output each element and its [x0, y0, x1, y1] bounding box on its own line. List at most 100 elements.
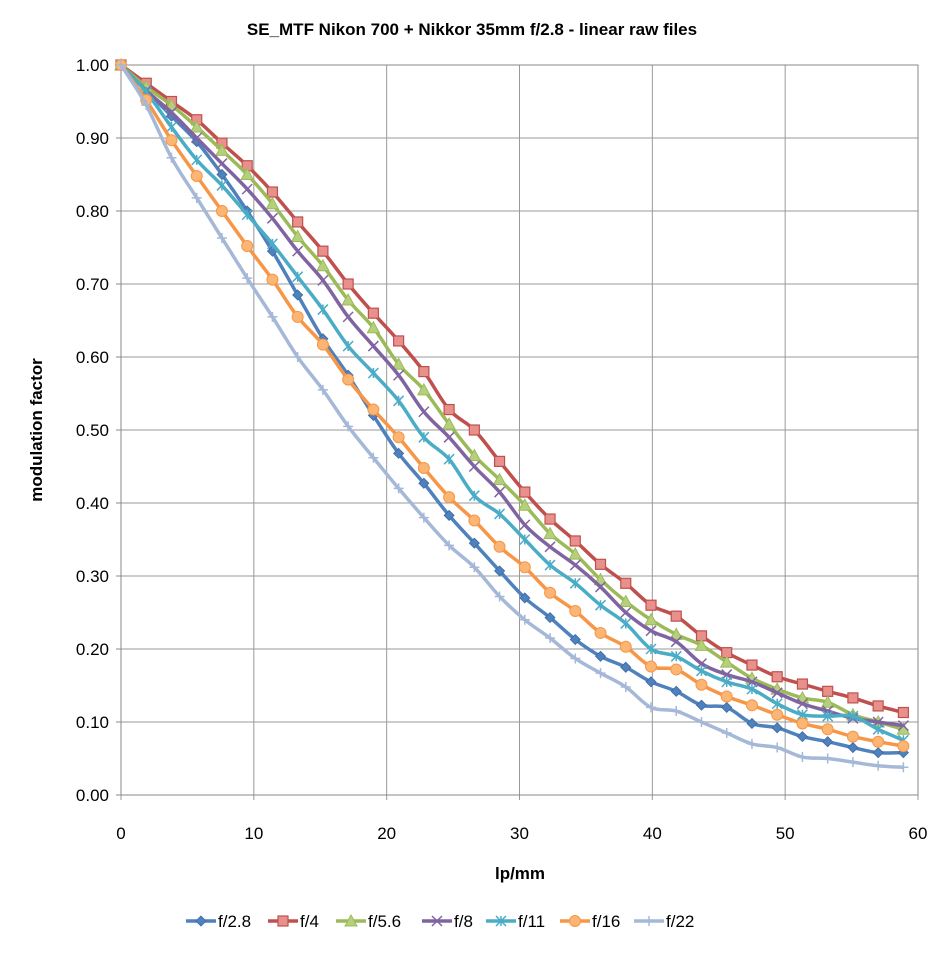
legend-item: f/8 — [422, 912, 473, 931]
legend-label: f/2.8 — [218, 912, 251, 931]
data-point — [594, 581, 607, 593]
data-point — [165, 134, 178, 147]
y-tick-label: 0.40 — [76, 494, 109, 513]
data-point — [342, 340, 354, 352]
data-point — [469, 562, 480, 573]
data-point — [569, 605, 582, 618]
series-line — [119, 63, 904, 755]
data-point — [317, 245, 329, 257]
data-point — [872, 723, 884, 735]
data-point — [266, 273, 279, 286]
data-point — [443, 403, 455, 416]
data-point — [494, 508, 506, 520]
data-point — [847, 757, 858, 768]
x-tick-label: 30 — [510, 824, 529, 843]
x-tick-label: 60 — [909, 824, 928, 843]
legend-label: f/22 — [666, 912, 694, 931]
data-point — [189, 120, 204, 133]
legend-marker — [495, 915, 507, 927]
data-point — [644, 612, 658, 626]
data-point — [316, 258, 330, 272]
data-point — [443, 431, 455, 443]
data-point — [240, 167, 255, 180]
data-point — [519, 614, 530, 625]
data-point — [265, 196, 280, 210]
data-point — [494, 565, 506, 577]
data-point — [417, 382, 431, 396]
data-point — [342, 311, 354, 323]
data-point — [165, 106, 178, 118]
legend-marker — [277, 915, 289, 927]
data-point — [493, 540, 506, 553]
data-point — [620, 681, 631, 692]
legend-item: f/22 — [634, 912, 694, 931]
data-point — [190, 169, 203, 182]
data-point — [872, 747, 884, 759]
data-point — [367, 340, 379, 352]
data-point — [342, 373, 355, 386]
y-tick-label: 0.90 — [76, 129, 109, 148]
data-point — [468, 460, 480, 473]
data-point — [467, 448, 482, 462]
data-point — [468, 537, 480, 549]
data-point — [822, 753, 833, 764]
data-point — [594, 599, 607, 611]
data-point — [619, 640, 632, 653]
series-f-16 — [115, 59, 910, 753]
data-point — [367, 307, 379, 319]
data-point — [417, 461, 430, 474]
data-point — [645, 660, 658, 673]
y-tick-label: 0.20 — [76, 640, 109, 659]
data-point — [292, 216, 304, 228]
data-point — [544, 612, 556, 624]
data-point — [620, 661, 632, 673]
data-point — [241, 209, 253, 221]
data-point — [569, 577, 581, 589]
data-point — [216, 233, 227, 244]
x-tick-label: 0 — [116, 824, 125, 843]
x-axis-label: lp/mm — [495, 864, 545, 883]
data-point — [519, 519, 531, 531]
data-point — [669, 627, 684, 640]
data-point — [594, 558, 607, 570]
legend-marker — [431, 915, 443, 927]
data-point — [646, 702, 657, 713]
data-point — [191, 132, 203, 144]
series-f-11 — [115, 59, 909, 746]
series-f-5-6 — [114, 57, 911, 735]
series-group — [114, 57, 911, 773]
data-point — [695, 678, 708, 691]
data-point — [847, 710, 859, 722]
data-point — [771, 671, 783, 683]
chart-title: SE_MTF Nikon 700 + Nikkor 35mm f/2.8 - l… — [247, 20, 697, 39]
data-point — [771, 708, 784, 721]
data-point — [872, 735, 885, 748]
x-tick-label: 50 — [776, 824, 795, 843]
series-line — [119, 63, 904, 731]
data-point — [822, 710, 834, 722]
data-point — [721, 676, 733, 688]
y-tick-label: 0.70 — [76, 275, 109, 294]
y-tick-label: 0.60 — [76, 348, 109, 367]
data-point — [570, 653, 581, 664]
y-tick-label: 0.00 — [76, 786, 109, 805]
data-point — [569, 559, 581, 571]
data-point — [670, 663, 683, 676]
data-point — [492, 472, 507, 486]
data-point — [443, 509, 455, 521]
data-point — [316, 338, 329, 351]
data-point — [746, 717, 758, 730]
data-point — [292, 352, 303, 362]
data-point — [620, 617, 632, 629]
series-f-2-8 — [115, 59, 909, 759]
data-point — [392, 431, 405, 444]
data-point — [343, 421, 354, 432]
data-point — [418, 477, 430, 489]
data-point — [796, 717, 809, 730]
data-point — [216, 168, 228, 181]
y-tick-label: 0.10 — [76, 713, 109, 732]
y-tick-label: 1.00 — [76, 56, 109, 75]
data-point — [442, 417, 456, 430]
y-tick-label: 0.50 — [76, 421, 109, 440]
